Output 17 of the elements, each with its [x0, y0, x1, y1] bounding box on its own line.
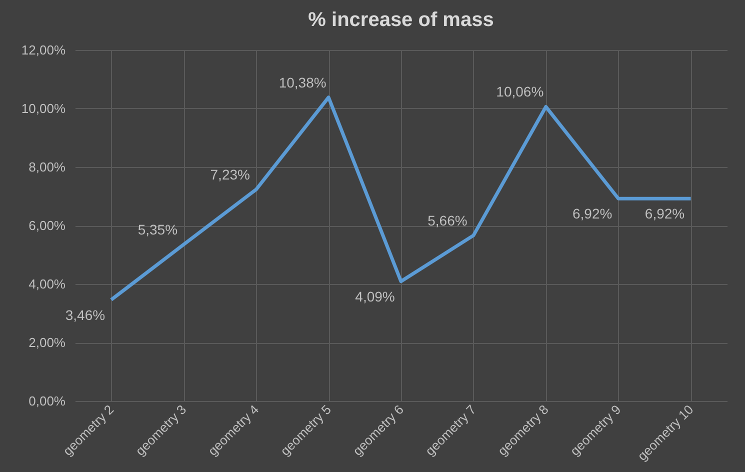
- y-tick-label: 6,00%: [28, 218, 66, 233]
- data-label: 4,09%: [355, 288, 395, 304]
- data-label: 5,35%: [138, 222, 178, 238]
- y-tick-label: 2,00%: [28, 335, 66, 350]
- y-tick-label: 10,00%: [21, 101, 66, 116]
- y-tick-label: 4,00%: [28, 276, 66, 292]
- data-label: 10,38%: [278, 74, 326, 90]
- chart-title: % increase of mass: [308, 9, 494, 31]
- y-tick-label: 12,00%: [21, 42, 66, 58]
- data-label: 6,92%: [572, 206, 612, 222]
- data-label: 7,23%: [210, 166, 250, 183]
- y-tick-label: 8,00%: [28, 160, 66, 174]
- y-tick-label: 0,00%: [28, 394, 66, 408]
- data-label: 10,06%: [496, 84, 544, 100]
- data-label: 5,66%: [428, 212, 468, 228]
- data-label: 6,92%: [644, 206, 685, 222]
- data-label: 3,46%: [65, 306, 106, 323]
